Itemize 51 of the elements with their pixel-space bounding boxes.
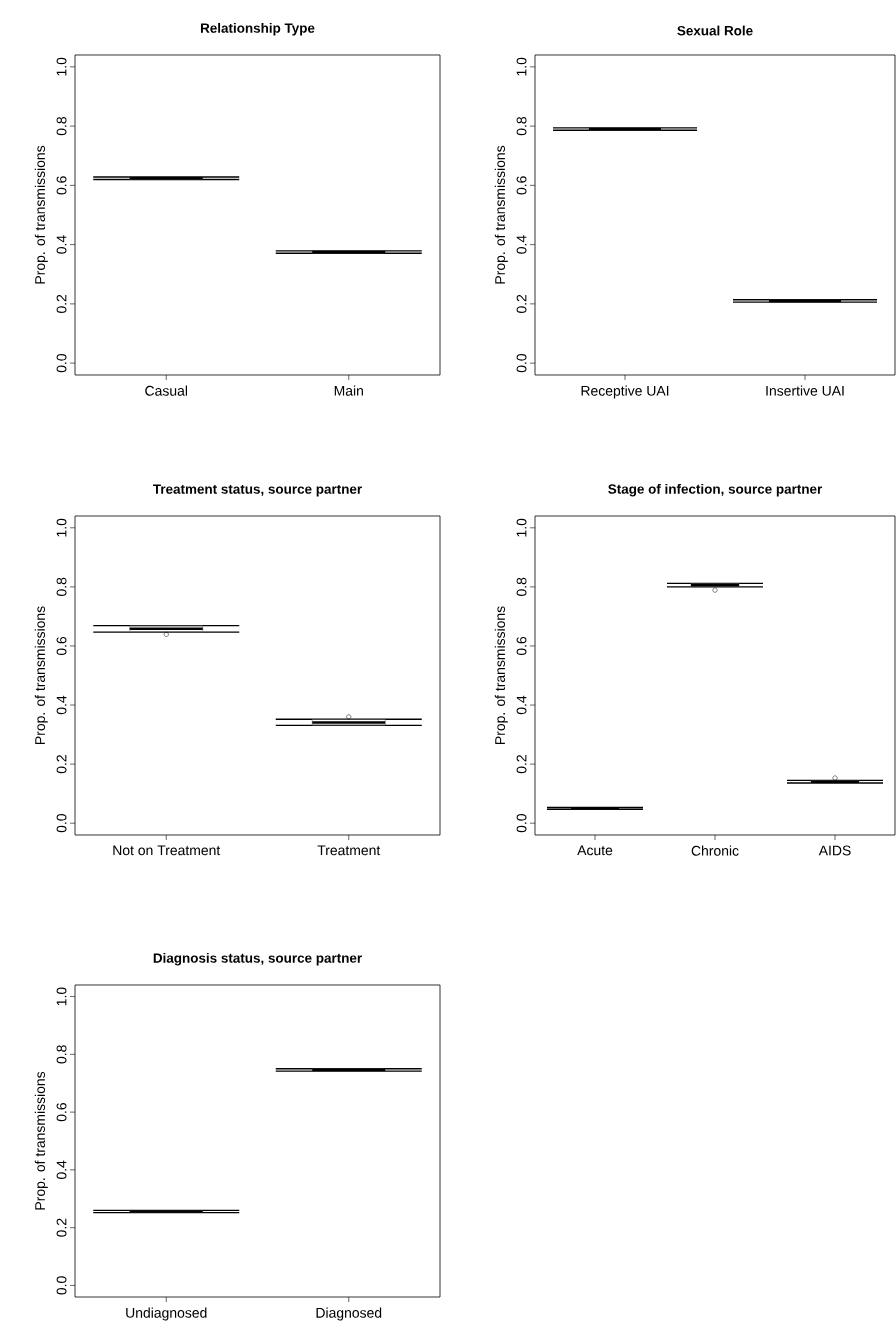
y-tick-label: 0.2	[516, 294, 527, 314]
y-tick-label: 0.6	[516, 636, 527, 656]
y-tick-label: 1.0	[56, 518, 67, 537]
x-tick-label: AIDS	[818, 845, 851, 856]
y-tick-label: 0.4	[56, 695, 67, 715]
y-tick-label: 0.6	[56, 636, 67, 656]
y-axis-title: Prop. of transmissions	[34, 145, 48, 284]
y-tick-label: 1.0	[516, 518, 527, 537]
y-tick-label: 0.6	[56, 176, 67, 195]
y-tick-label: 1.0	[56, 987, 67, 1006]
x-tick-label: Undiagnosed	[126, 1307, 207, 1321]
x-tick-label: Acute	[577, 845, 613, 856]
chart-title: Diagnosis status, source partner	[153, 952, 362, 966]
x-tick-label: Treatment	[317, 845, 381, 856]
y-tick-label: 0.0	[56, 814, 67, 833]
y-tick-label: 0.2	[56, 294, 67, 314]
y-tick-label: 0.0	[516, 353, 527, 373]
y-tick-label: 0.8	[516, 117, 527, 136]
chart-title: Sexual Role	[677, 25, 753, 36]
y-axis-title: Prop. of transmissions	[494, 145, 508, 284]
y-tick-label: 0.4	[516, 695, 527, 715]
y-tick-label: 0.8	[56, 117, 67, 136]
y-tick-label: 0.8	[56, 577, 67, 597]
y-tick-label: 0.0	[56, 1276, 67, 1295]
y-tick-label: 0.2	[56, 1218, 67, 1237]
y-tick-label: 0.4	[56, 1160, 67, 1180]
x-tick-label: Insertive UAI	[766, 385, 844, 396]
y-axis-title: Prop. of transmissions	[34, 1071, 48, 1210]
x-tick-label: Chronic	[691, 845, 739, 856]
chart-title: Relationship Type	[200, 22, 315, 36]
y-tick-label: 0.2	[516, 755, 527, 774]
y-tick-label: 0.8	[516, 577, 527, 597]
y-axis-title: Prop. of transmissions	[34, 606, 48, 744]
x-tick-label: Diagnosed	[316, 1307, 382, 1321]
chart-title: Treatment status, source partner	[153, 484, 362, 497]
chart-title: Stage of infection, source partner	[608, 483, 823, 497]
y-tick-label: 0.0	[56, 353, 67, 373]
y-tick-label: 0.4	[56, 235, 67, 254]
y-tick-label: 1.0	[516, 57, 527, 76]
y-tick-label: 0.2	[56, 755, 67, 774]
y-tick-label: 0.6	[56, 1103, 67, 1122]
x-tick-label: Not on Treatment	[113, 845, 221, 856]
x-tick-label: Receptive UAI	[581, 385, 669, 399]
y-tick-label: 0.0	[516, 814, 527, 833]
x-tick-label: Casual	[145, 385, 188, 396]
y-axis-title: Prop. of transmissions	[494, 606, 508, 744]
y-tick-label: 0.4	[516, 235, 527, 254]
y-tick-label: 1.0	[56, 57, 67, 76]
x-tick-label: Main	[334, 385, 363, 396]
y-tick-label: 0.6	[516, 176, 527, 195]
y-tick-label: 0.8	[56, 1045, 67, 1064]
